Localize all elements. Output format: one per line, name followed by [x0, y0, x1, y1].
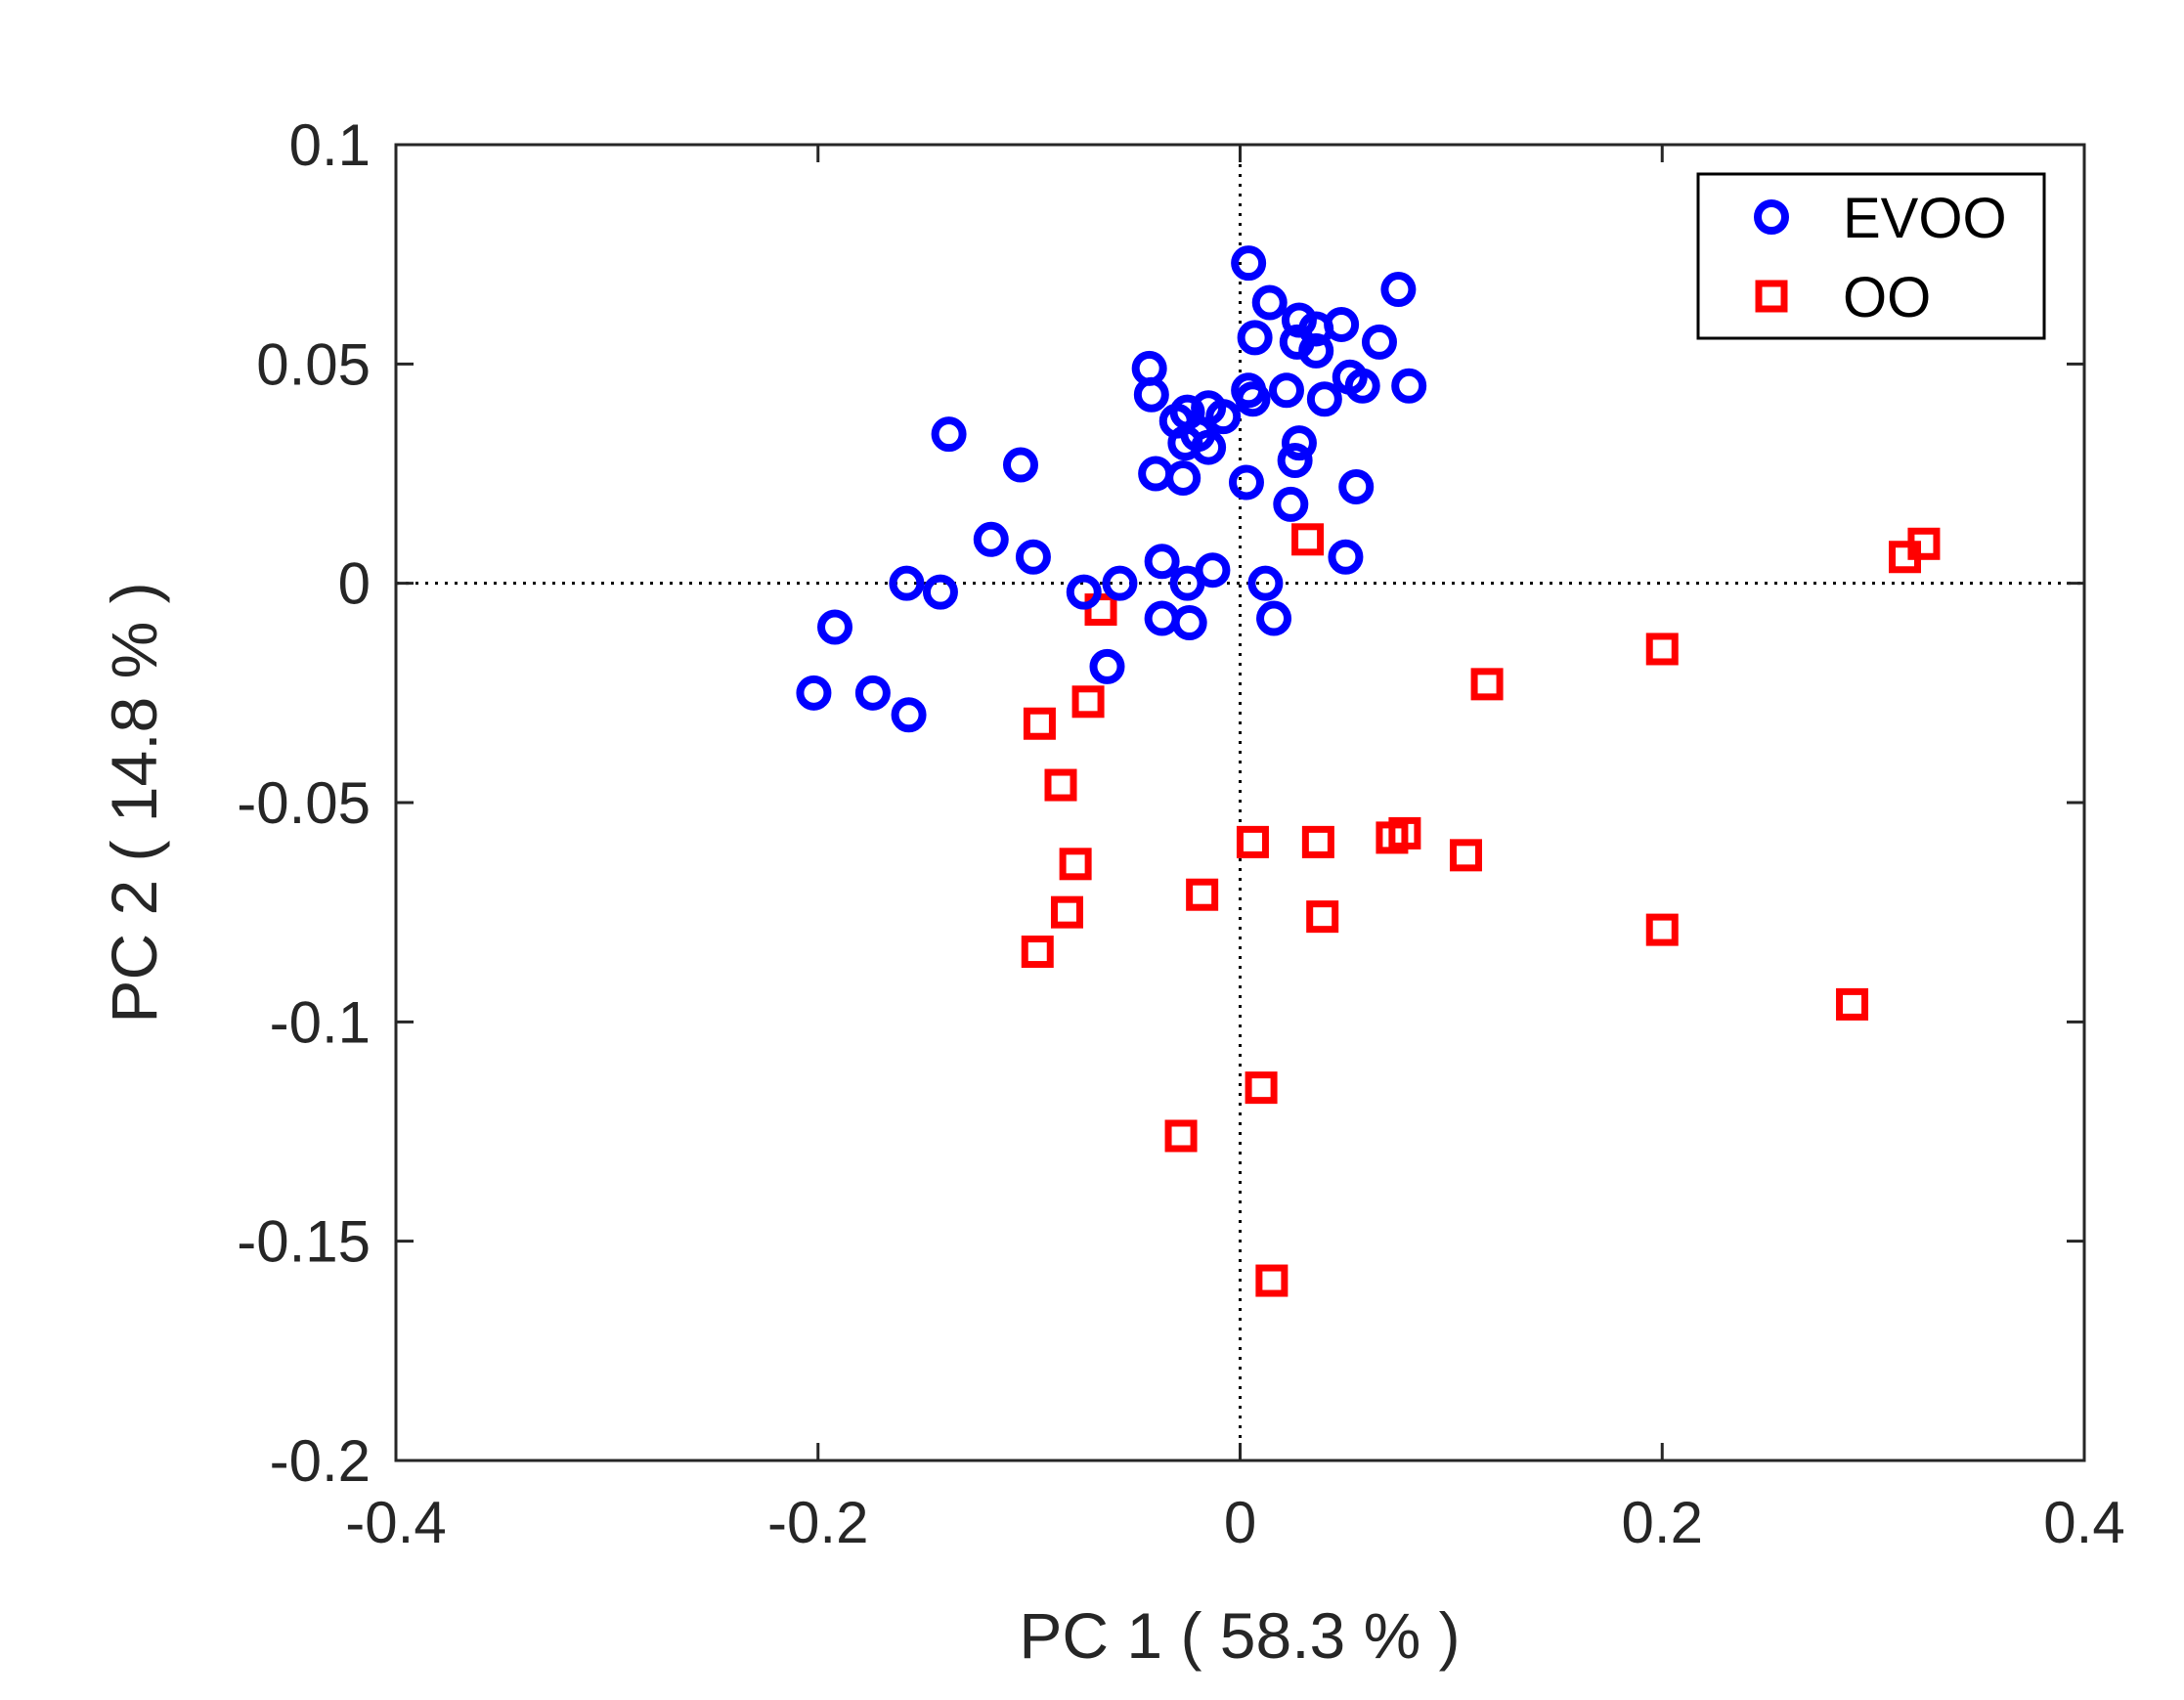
oo-point	[1907, 527, 1941, 560]
evoo-point	[973, 521, 1009, 557]
y-tick-labels: -0.2 -0.15 -0.1 -0.05 0 0.05 0.1	[237, 112, 371, 1494]
evoo-point	[1251, 284, 1288, 321]
evoo-point	[1306, 381, 1342, 417]
x-tick-label: -0.4	[345, 1490, 446, 1555]
oo-point	[1236, 825, 1269, 858]
oo-point	[1449, 839, 1482, 872]
evoo-point	[889, 565, 925, 601]
evoo-point	[1298, 332, 1334, 369]
evoo-point	[931, 416, 967, 453]
evoo-point	[1144, 544, 1180, 580]
evoo-point	[1344, 368, 1380, 404]
evoo-point	[1391, 368, 1427, 404]
oo-point	[1071, 685, 1105, 719]
evoo-point	[1328, 539, 1364, 575]
series-oo-points	[1021, 523, 1941, 1297]
y-tick-label: -0.15	[237, 1209, 371, 1275]
evoo-point	[854, 675, 891, 711]
x-tick-label: 0	[1224, 1490, 1256, 1555]
evoo-point	[1089, 648, 1125, 684]
oo-point	[1836, 987, 1869, 1021]
oo-point	[1306, 900, 1339, 934]
y-tick-label: 0	[338, 551, 371, 617]
y-tick-label: 0.05	[256, 331, 371, 397]
evoo-point	[817, 609, 853, 645]
evoo-point	[922, 574, 958, 610]
evoo-point	[1195, 552, 1231, 588]
evoo-point	[1247, 565, 1284, 601]
x-tick-label: 0.2	[1622, 1490, 1703, 1555]
evoo-point	[1237, 320, 1273, 356]
oo-point	[1164, 1119, 1198, 1153]
zero-lines	[396, 145, 2084, 1460]
evoo-point	[891, 697, 927, 733]
oo-point	[1255, 1264, 1289, 1297]
y-tick-label: 0.1	[289, 112, 371, 178]
oo-point	[1050, 895, 1083, 929]
oo-point	[1645, 913, 1679, 946]
evoo-point	[1273, 486, 1309, 522]
oo-point	[1186, 878, 1219, 911]
x-tick-label: 0.4	[2043, 1490, 2124, 1555]
legend-evoo-label: EVOO	[1843, 187, 2007, 250]
evoo-point	[1361, 324, 1397, 360]
evoo-point	[1231, 245, 1267, 282]
evoo-point	[1268, 372, 1304, 409]
series-evoo-points	[796, 245, 1427, 733]
evoo-point	[1102, 565, 1138, 601]
x-axis-title: PC 1 ( 58.3 % )	[1019, 1599, 1460, 1672]
oo-point	[1021, 936, 1054, 969]
evoo-point	[1256, 600, 1292, 636]
evoo-point	[1015, 539, 1051, 575]
evoo-point	[1133, 376, 1169, 413]
evoo-point	[1228, 464, 1264, 501]
evoo-point	[1165, 459, 1201, 496]
y-tick-label: -0.05	[237, 770, 371, 836]
y-axis-title: PC 2 ( 14.8 % )	[98, 582, 170, 1023]
y-tick-label: -0.2	[270, 1428, 371, 1494]
x-tick-labels: -0.4 -0.2 0 0.2 0.4	[345, 1490, 2124, 1555]
y-tick-label: -0.1	[270, 989, 371, 1055]
oo-point	[1059, 848, 1092, 881]
oo-point	[1291, 523, 1325, 556]
evoo-point	[1380, 272, 1417, 308]
evoo-point	[1002, 447, 1038, 483]
oo-point	[1645, 632, 1679, 666]
evoo-point	[1191, 429, 1227, 465]
evoo-point	[796, 675, 832, 711]
evoo-point	[1277, 443, 1313, 479]
x-tick-label: -0.2	[767, 1490, 868, 1555]
oo-point	[1023, 707, 1056, 740]
evoo-point	[1338, 468, 1375, 504]
oo-point	[1301, 825, 1334, 858]
plot-frame	[394, 143, 2086, 1462]
oo-point	[1470, 668, 1504, 701]
evoo-point	[1205, 399, 1242, 435]
oo-point	[1245, 1071, 1278, 1105]
legend: EVOO OO	[1696, 172, 2046, 340]
legend-evoo-marker	[1754, 199, 1789, 235]
evoo-point	[1281, 425, 1317, 461]
oo-point	[1044, 768, 1077, 802]
legend-oo-label: OO	[1843, 266, 1931, 329]
evoo-point	[1235, 381, 1271, 417]
evoo-point	[1066, 574, 1102, 610]
legend-oo-marker	[1755, 280, 1788, 313]
evoo-point	[1324, 306, 1360, 342]
oo-point	[1388, 816, 1421, 850]
evoo-point	[1171, 605, 1207, 641]
